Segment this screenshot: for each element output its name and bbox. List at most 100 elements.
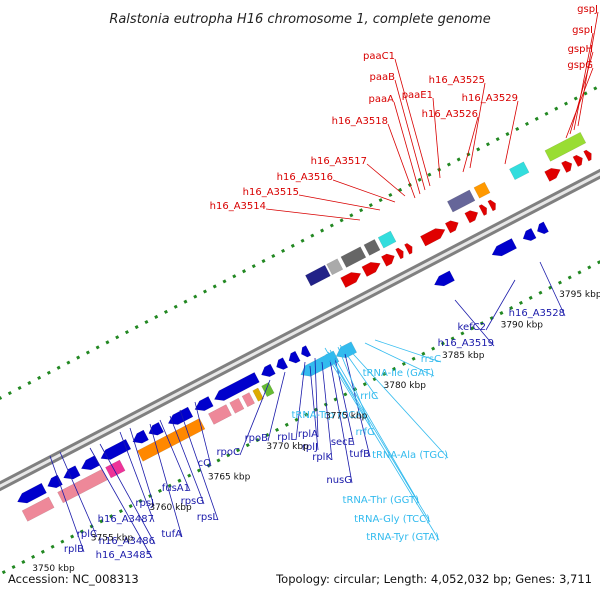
scale-label: 3755 kbp [91,534,134,544]
leader-line [573,32,594,131]
label-paaA: paaA [369,94,395,105]
leader-line [179,409,219,521]
gene-arrow [377,230,397,249]
gene-arrow [380,253,395,267]
leader-line [327,351,431,523]
gene-arrow [361,261,381,277]
scale-label: 3760 kbp [149,503,192,513]
leader-line [149,423,183,538]
label-paaC1: paaC1 [363,51,395,62]
leader-line [298,194,381,211]
gene-arrow [17,482,47,504]
label-rplK: rplK [312,452,332,463]
gene-features [17,131,592,522]
leader-line [485,279,516,331]
label-gspI: gspI [572,25,593,36]
label-nusG: nusG [326,475,352,486]
gene-arrow [363,238,381,256]
gene-arrow [544,131,587,162]
leader-line [344,344,449,459]
gene-arrow [395,247,404,260]
leader-line [565,67,594,139]
gene-arrow [21,496,55,522]
gene-arrow [213,372,260,401]
gene-arrow [487,199,496,212]
label-rrfC: rrfC [355,427,374,438]
gene-arrow [207,404,232,425]
label-secE: secE [331,437,354,448]
label-h16_A3515: h16_A3515 [243,187,299,198]
leader-line [89,447,153,559]
gene-arrow [137,418,206,462]
label-h16_A3529: h16_A3529 [462,93,518,104]
scale-label: 3795 kbp [559,290,600,300]
leader-line [337,346,375,436]
gene-arrow [229,397,245,414]
label-fusA1: fusA1 [162,483,190,494]
label-tRNA-Ile-GAT-: tRNA-Ile (GAT) [363,368,434,379]
tick-row-lower [0,260,600,576]
label-paaB: paaB [370,72,396,83]
scale-labels: 3750 kbp 3755 kbp 3760 kbp 3765 kbp 3770 kbp… [32,290,600,574]
label-h16_A3518: h16_A3518 [332,116,388,127]
gene-arrow [132,429,149,444]
label-rplL: rplL [277,432,296,443]
gene-arrow [252,387,264,402]
label-rplC: rplC [77,529,97,540]
gene-arrow [340,272,362,288]
gene-arrow [335,341,358,359]
gene-arrow [544,167,561,182]
gene-arrow [446,189,476,213]
label-tRNA-Ala-TGC-: tRNA-Ala (TGC) [372,450,448,461]
leader-line [239,379,271,456]
leader-line [321,361,333,461]
scale-label: 3770 kbp [266,442,309,452]
leader-line [194,401,212,467]
leader-line [49,455,85,553]
leader-line [129,427,155,507]
gene-arrow [105,459,126,479]
leader-line [325,353,440,541]
leader-line [462,116,479,173]
label-tufB: tufB [349,449,370,460]
leader-line [374,339,442,363]
gene-arrow [194,396,214,411]
leader-line [159,419,191,492]
gene-arrow [305,264,331,287]
tick-marks [0,84,600,576]
leader-line [309,365,319,451]
leader-line [366,163,406,197]
label-rplB: rplB [64,544,84,555]
gene-arrow [583,149,592,162]
leader-line [169,415,205,505]
gene-arrow [261,363,276,378]
label-tRNA-Trp-CCA-: tRNA-Trp (CCA) [291,410,366,421]
leader-line [394,79,426,191]
label-rpoC: rpoC [216,447,240,458]
leader-line [119,431,155,523]
scale-label: 3785 kbp [442,351,485,361]
leader-line [265,208,361,221]
leader-line [99,443,156,545]
label-gspH: gspH [568,44,593,55]
tick-row-upper [0,84,600,400]
label-h16_A3486: h16_A3486 [99,536,155,547]
leader-line [334,357,355,446]
backbone-core [0,172,600,488]
gene-arrow [509,161,530,181]
leader-line [314,357,319,438]
gene-arrow [57,468,108,504]
label-h16_A3485: h16_A3485 [96,550,152,561]
gene-arrow [326,258,344,276]
scale-label: 3790 kbp [501,320,544,330]
label-h16_A3516: h16_A3516 [277,172,333,183]
label-h16_A3526: h16_A3526 [422,109,478,120]
leader-line [394,58,431,187]
leader-line [454,299,495,347]
gene-arrow [433,270,455,287]
leader-line [329,349,420,504]
gene-arrow [420,228,446,247]
map-title: Ralstonia eutropha H16 chromosome 1, com… [109,12,490,27]
accession-text: Accession: NC_008313 [8,572,139,586]
label-rpsG: rpsG [181,496,204,507]
